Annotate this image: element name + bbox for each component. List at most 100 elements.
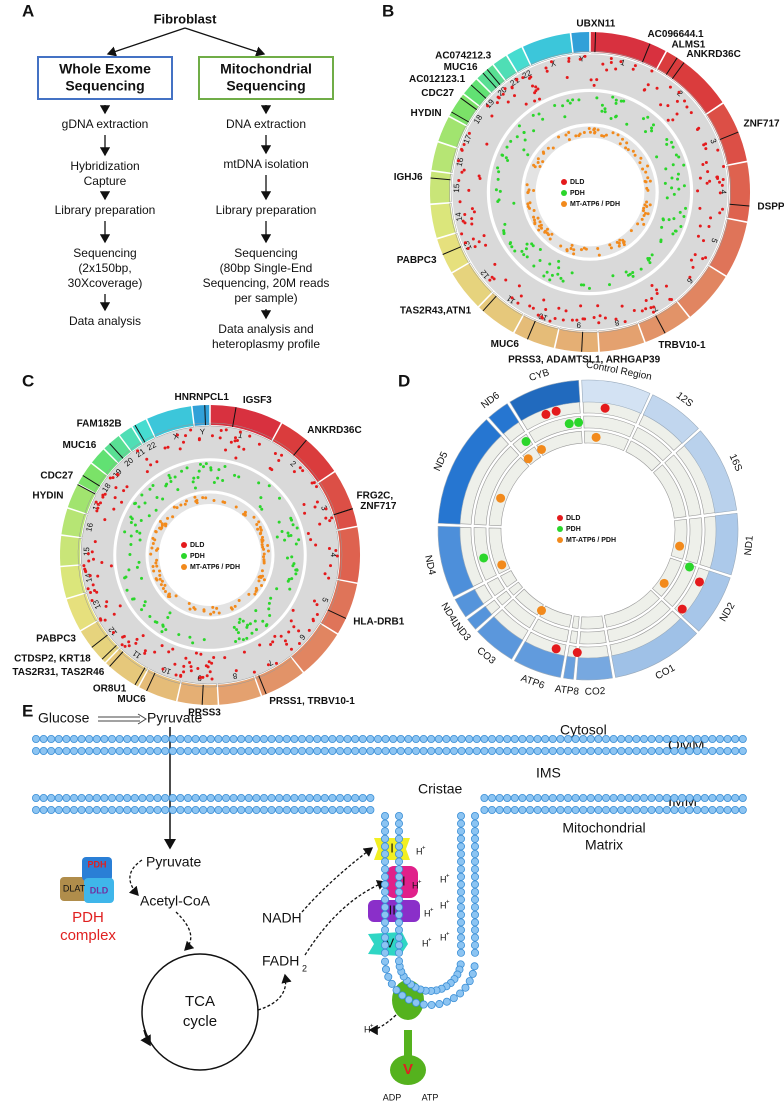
- data-dot: [93, 588, 97, 592]
- data-dot: [176, 488, 180, 492]
- lipid: [358, 806, 367, 815]
- lipid: [32, 794, 41, 803]
- region-label: ND1: [743, 535, 756, 556]
- chromosome-inner: [465, 105, 481, 126]
- data-dot: [83, 569, 87, 573]
- lipid: [168, 747, 177, 756]
- data-dot: [516, 301, 520, 305]
- lipid: [470, 926, 479, 935]
- data-dot: [221, 479, 225, 483]
- data-dot: [620, 304, 624, 308]
- lipid: [723, 747, 732, 756]
- tca-circle: [141, 953, 259, 1071]
- data-dot: [160, 579, 164, 583]
- lipid: [221, 806, 230, 815]
- data-dot: [659, 240, 663, 244]
- chromosome-inner: [141, 435, 156, 445]
- data-dot: [705, 181, 709, 185]
- data-dot: [158, 577, 162, 581]
- gene-tick: [134, 424, 146, 443]
- gene-label: PABPC3: [397, 255, 437, 266]
- data-dot: [125, 485, 129, 489]
- data-dot: [166, 516, 170, 520]
- chromosome-inner: [523, 314, 559, 330]
- data-dot: [532, 163, 536, 167]
- data-dot: [199, 675, 203, 679]
- data-dot: [663, 181, 667, 185]
- lipid: [655, 747, 664, 756]
- lipid: [123, 806, 132, 815]
- lipid: [394, 850, 403, 859]
- data-dot: [467, 188, 471, 192]
- region-band: [709, 512, 739, 576]
- data-dot: [289, 647, 293, 651]
- data-dot: [145, 457, 149, 461]
- lipid: [456, 903, 465, 912]
- data-dot: [182, 670, 186, 674]
- data-dot: [164, 628, 168, 632]
- data-dot: [197, 469, 201, 473]
- lipid: [380, 812, 389, 821]
- data-dot: [597, 321, 601, 325]
- data-dot: [603, 316, 607, 320]
- data-dot: [504, 156, 508, 160]
- panel-label: C: [22, 371, 34, 390]
- data-dot: [614, 101, 618, 105]
- step-label: mtDNA isolation: [223, 157, 308, 171]
- data-dot: [496, 493, 506, 503]
- lipid: [564, 747, 573, 756]
- lipid: [237, 794, 246, 803]
- data-dot: [237, 599, 241, 603]
- proton: H: [416, 846, 423, 856]
- data-dot: [550, 273, 554, 277]
- data-dot: [210, 661, 214, 665]
- lipid: [456, 941, 465, 950]
- data-dot: [707, 224, 711, 228]
- legend-dot: [561, 179, 567, 185]
- data-dot: [551, 146, 555, 150]
- lipid: [244, 735, 253, 744]
- lipid: [456, 819, 465, 828]
- legend-dot: [557, 515, 563, 521]
- data-dot: [672, 217, 676, 221]
- lipid: [518, 747, 527, 756]
- lipid: [470, 910, 479, 919]
- data-dot: [561, 318, 565, 322]
- data-dot: [624, 146, 628, 150]
- gene-label: UBXN11: [576, 19, 615, 30]
- proton: H: [412, 880, 419, 890]
- center: [535, 137, 645, 247]
- region-band: [576, 655, 613, 681]
- gene-label: PABPC3: [36, 633, 76, 644]
- data-dot: [112, 507, 116, 511]
- data-dot: [188, 607, 192, 611]
- lipid: [662, 747, 671, 756]
- data-dot: [473, 245, 477, 249]
- legend-dot: [557, 537, 563, 543]
- data-dot: [185, 499, 189, 503]
- gene-label: ANKRD36C: [307, 425, 361, 436]
- chromosome-inner: [530, 52, 573, 67]
- lipid: [130, 806, 139, 815]
- data-dot: [628, 272, 632, 276]
- lipid: [394, 865, 403, 874]
- data-dot: [650, 129, 654, 133]
- data-dot: [672, 192, 676, 196]
- data-dot: [266, 549, 270, 553]
- data-dot: [315, 500, 319, 504]
- chromosome-band: [638, 302, 689, 342]
- data-dot: [528, 304, 532, 308]
- data-dot: [678, 210, 682, 214]
- data-dot: [160, 644, 164, 648]
- lipid: [244, 794, 253, 803]
- data-dot: [664, 284, 668, 288]
- data-dot: [291, 564, 295, 568]
- chromosome-band: [431, 142, 457, 173]
- lipid: [237, 747, 246, 756]
- data-dot: [140, 608, 144, 612]
- data-dot: [198, 462, 202, 466]
- region-band: [611, 617, 698, 678]
- lipid: [100, 747, 109, 756]
- data-dot: [143, 651, 147, 655]
- data-dot: [123, 530, 127, 534]
